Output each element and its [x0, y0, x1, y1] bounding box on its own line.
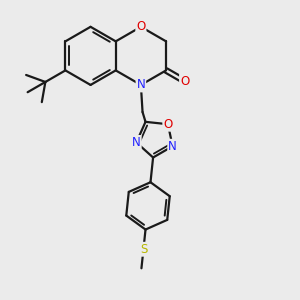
Text: O: O — [163, 118, 172, 131]
Text: O: O — [136, 20, 146, 33]
Text: N: N — [136, 78, 145, 92]
Text: S: S — [140, 243, 147, 256]
Text: N: N — [132, 136, 141, 149]
Text: N: N — [168, 140, 177, 153]
Text: O: O — [180, 75, 189, 88]
